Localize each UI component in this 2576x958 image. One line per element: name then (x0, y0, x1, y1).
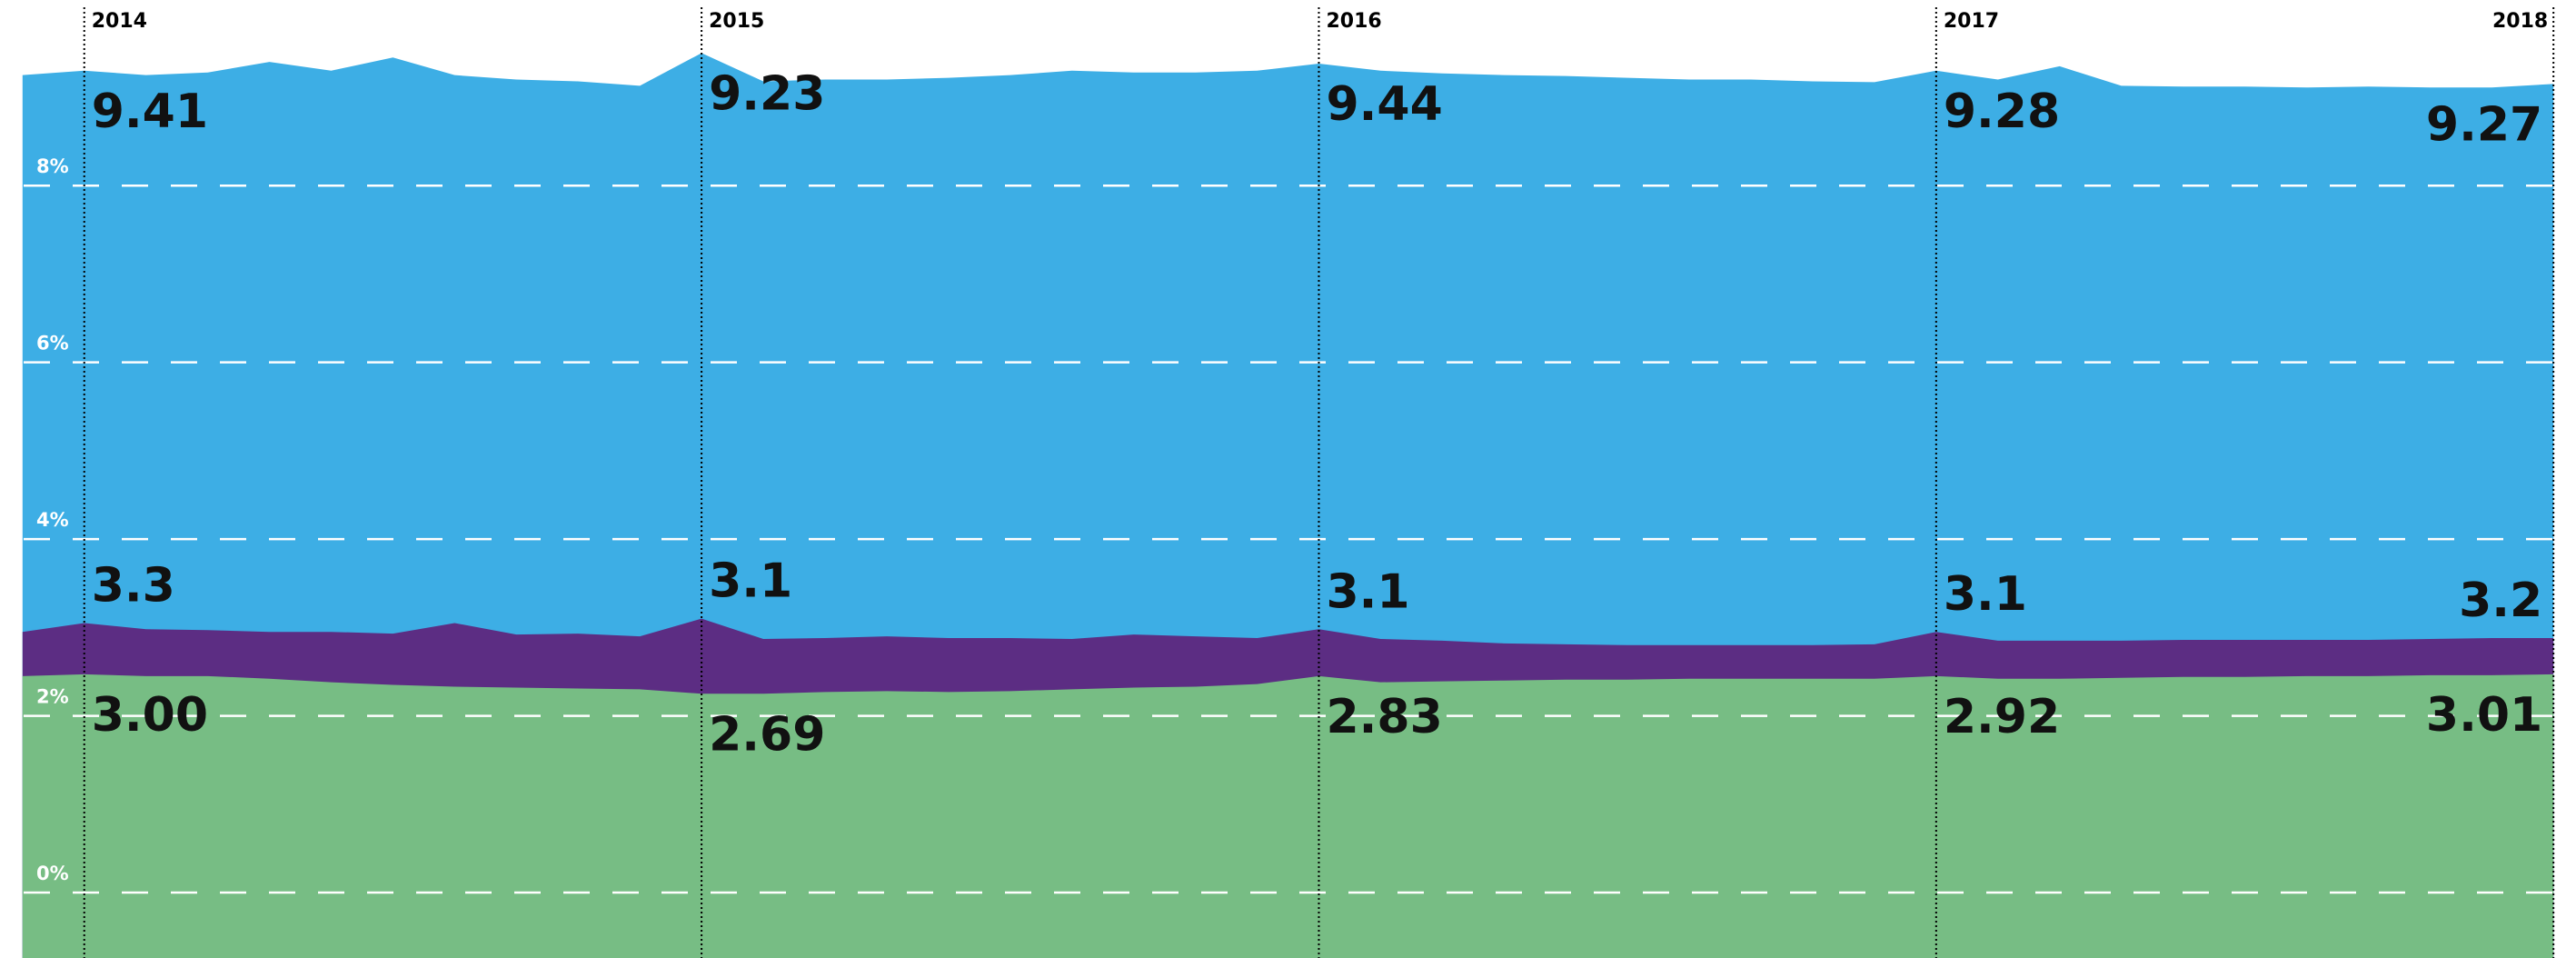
annotation: 3.2 (2459, 574, 2542, 628)
annotation: 9.44 (1326, 77, 1442, 132)
annotation: 3.01 (2426, 688, 2542, 743)
annotation: 3.00 (92, 688, 208, 743)
area (22, 674, 2554, 958)
y-tick-label: 6% (36, 333, 69, 354)
annotation: 9.23 (709, 66, 825, 121)
y-tick-label: 2% (36, 686, 69, 708)
x-tick-label: 2017 (1944, 10, 1999, 33)
annotation: 9.27 (2426, 97, 2542, 152)
annotation: 3.1 (1944, 567, 2027, 622)
annotation: 2.69 (709, 707, 825, 762)
y-tick-label: 4% (36, 509, 69, 531)
annotation: 9.41 (92, 85, 208, 139)
y-tick-label: 8% (36, 155, 69, 177)
annotation: 2.92 (1944, 690, 2060, 744)
annotation: 2.83 (1326, 690, 1442, 744)
x-tick-label: 2018 (2492, 10, 2548, 33)
annotation: 3.1 (1326, 564, 1409, 619)
x-tick-label: 2014 (92, 10, 147, 33)
x-tick-label: 2015 (709, 10, 764, 33)
annotation: 3.3 (92, 558, 175, 613)
x-tick-label: 2016 (1326, 10, 1381, 33)
y-tick-label: 0% (36, 863, 69, 884)
annotation: 3.1 (709, 554, 792, 609)
annotation: 9.28 (1944, 85, 2060, 139)
